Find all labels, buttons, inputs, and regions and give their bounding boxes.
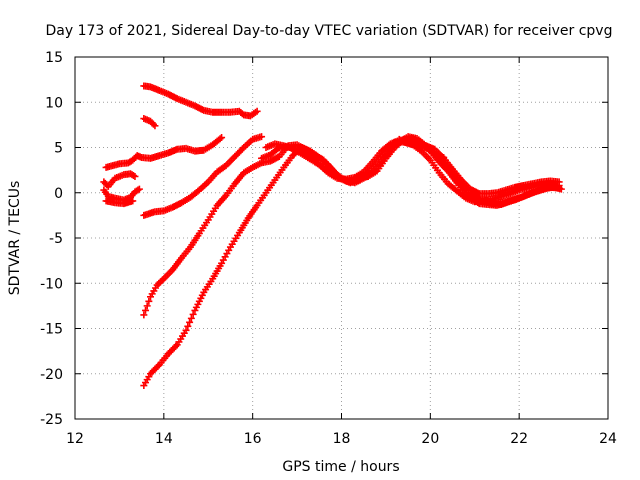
data-point <box>238 145 246 153</box>
y-tick-label: -10 <box>40 276 63 292</box>
x-tick-label: 22 <box>510 431 528 447</box>
series-track-2 <box>140 115 159 130</box>
y-tick-label: 0 <box>54 186 63 202</box>
data-point <box>555 182 563 190</box>
data-point <box>216 135 224 143</box>
data-point <box>189 310 197 318</box>
series-track-4 <box>100 170 139 190</box>
y-tick-label: -15 <box>40 322 63 338</box>
x-tick-label: 24 <box>599 431 617 447</box>
data-point <box>140 311 148 319</box>
tick-labels: 12 14 16 18 20 22 24 -25 -20 -15 -10 -5 0 5 10 15 <box>40 50 617 447</box>
data-point <box>135 185 143 193</box>
series-layer <box>100 82 565 390</box>
series-track-1 <box>140 82 261 120</box>
data-point <box>145 297 153 305</box>
series-track-6 <box>102 197 137 208</box>
x-axis-label: GPS time / hours <box>282 459 399 475</box>
data-point <box>218 134 226 142</box>
y-tick-label: -20 <box>40 367 63 383</box>
x-tick-label: 18 <box>333 431 351 447</box>
data-point <box>143 302 151 310</box>
y-tick-label: 15 <box>45 50 63 66</box>
data-point <box>187 314 195 322</box>
y-tick-label: 10 <box>45 95 63 111</box>
data-point <box>238 110 246 118</box>
data-point <box>131 172 139 180</box>
y-tick-label: -5 <box>49 231 63 247</box>
x-tick-label: 12 <box>66 431 84 447</box>
data-point <box>151 122 159 130</box>
y-tick-label: 5 <box>54 141 63 157</box>
data-point <box>129 197 137 205</box>
data-point <box>129 172 137 180</box>
data-point <box>186 318 194 326</box>
series-track-3 <box>102 134 226 171</box>
y-axis-label: SDTVAR / TECUs <box>7 181 23 296</box>
y-tick-label: -25 <box>40 412 63 428</box>
data-point <box>474 193 482 201</box>
data-point <box>253 107 261 115</box>
data-point <box>149 120 157 128</box>
data-point <box>258 133 266 141</box>
chart-title: Day 173 of 2021, Sidereal Day-to-day VTE… <box>46 23 613 39</box>
ticks <box>74 56 609 420</box>
x-tick-label: 20 <box>421 431 439 447</box>
x-tick-label: 16 <box>244 431 262 447</box>
data-point <box>142 306 150 314</box>
data-point <box>184 322 192 330</box>
data-point <box>172 342 180 350</box>
data-point <box>154 362 162 370</box>
data-point <box>182 326 190 334</box>
data-point <box>134 186 142 194</box>
grid <box>75 57 608 419</box>
series-track-12 <box>395 135 563 207</box>
series-track-9 <box>140 133 563 390</box>
x-tick-label: 14 <box>155 431 173 447</box>
series-track-7 <box>140 133 266 219</box>
